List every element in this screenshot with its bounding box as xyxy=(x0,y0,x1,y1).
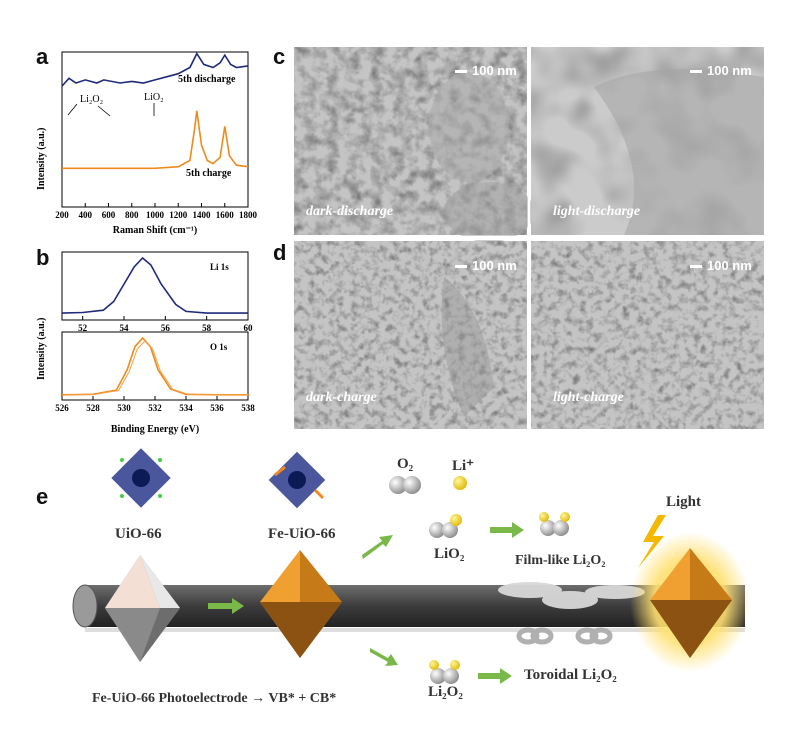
sem-label-dark-discharge: dark-discharge xyxy=(306,204,394,219)
sem-label-light-charge: light-charge xyxy=(553,390,624,405)
label-li2o2: Li₂O₂ xyxy=(428,684,463,700)
sem-c-dark-discharge xyxy=(294,47,534,242)
xps-li-tick-label: 56 xyxy=(161,323,171,333)
sem-d-left-scalebar: 100 nm xyxy=(455,258,517,273)
label-fe-uio66: Fe-UiO-66 xyxy=(268,526,336,542)
raman-series-charge xyxy=(62,110,249,170)
xps-li-tick-label: 52 xyxy=(78,323,88,333)
panel-label-a: a xyxy=(36,44,49,69)
xps-o-label: O 1s xyxy=(210,342,228,352)
raman-arrow-1 xyxy=(67,103,78,116)
xps-li-tick-label: 60 xyxy=(244,323,254,333)
scheme-diagram xyxy=(72,448,750,684)
xps-li-label: Li 1s xyxy=(210,262,229,272)
label-li-plus: Li⁺ xyxy=(452,458,475,474)
xps-li-tick-label: 58 xyxy=(202,323,212,333)
li-ion xyxy=(453,476,467,490)
label-o2: O₂ xyxy=(397,456,414,472)
xps-series-li xyxy=(61,256,248,314)
toroidal-li2o2-particles xyxy=(516,627,613,645)
xps-chart: 52 54 56 58 60 526 528 530 532 534 536 538 Li 1s O … xyxy=(36,251,255,435)
scale-bar-label: 100 nm xyxy=(472,258,517,273)
label-light: Light xyxy=(666,494,702,510)
lio2-molecule xyxy=(429,514,462,538)
fe-uio66-octahedron xyxy=(260,550,342,658)
sem-d-light-charge xyxy=(531,241,764,429)
xps-xlabel: Binding Energy (eV) xyxy=(111,424,199,435)
scale-bar-line xyxy=(690,265,702,269)
uio66-structure-icon xyxy=(111,448,171,508)
sem-label-light-discharge: light-discharge xyxy=(553,204,641,219)
panel-label-d: d xyxy=(273,240,287,265)
raman-chart: 200 400 600 800 1000 1200 1400 1600 1800 Intensi… xyxy=(36,51,258,236)
raman-tick-label: 400 xyxy=(79,210,93,220)
scale-bar-line xyxy=(455,70,467,74)
xps-o-tick-label: 536 xyxy=(210,403,224,413)
fe-uio66-structure-icon xyxy=(268,451,326,509)
scale-bar-label: 100 nm xyxy=(472,63,517,78)
label-uio66: UiO-66 xyxy=(115,526,162,542)
xps-o-tick-label: 526 xyxy=(55,403,69,413)
xps-li-tick-label: 54 xyxy=(120,323,130,333)
raman-tick-label: 1200 xyxy=(169,210,188,220)
sem-d-right-scalebar: 100 nm xyxy=(690,258,752,273)
label-lio2: LiO₂ xyxy=(434,546,465,562)
raman-annot-li2o2: Li₂O₂ xyxy=(80,94,103,105)
raman-arrow-2 xyxy=(97,105,111,117)
xps-o-tick-label: 532 xyxy=(148,403,162,413)
raman-tick-label: 1400 xyxy=(193,210,212,220)
film-li2o2-molecule xyxy=(539,512,570,536)
sem-grid xyxy=(294,47,764,429)
raman-annot-lio2: LiO₂ xyxy=(144,92,164,103)
illuminated-octahedron xyxy=(630,532,750,672)
sem-c-light-discharge xyxy=(531,47,764,235)
uio66-octahedron xyxy=(105,555,180,662)
lightning-bolt-icon xyxy=(638,515,666,568)
panel-label-e: e xyxy=(36,484,49,509)
o2-molecule xyxy=(389,476,421,494)
scale-bar-line xyxy=(690,70,702,74)
xps-li-frame xyxy=(61,251,249,321)
process-arrows xyxy=(208,522,524,684)
xps-ylabel: Intensity (a.u.) xyxy=(36,317,47,380)
raman-tick-label: 1600 xyxy=(216,210,235,220)
raman-tick-label: 200 xyxy=(55,210,69,220)
raman-annot-charge: 5th charge xyxy=(186,168,232,179)
label-film-li2o2: Film-like Li₂O₂ xyxy=(515,553,606,568)
raman-annot-discharge: 5th discharge xyxy=(178,74,236,85)
raman-tick-label: 800 xyxy=(125,210,139,220)
sem-d-dark-charge xyxy=(294,241,527,429)
li2o2-molecule xyxy=(429,660,460,684)
raman-xlabel: Raman Shift (cm⁻¹) xyxy=(113,225,197,236)
sem-c-right-scalebar: 100 nm xyxy=(690,63,752,78)
xps-o-tick-label: 530 xyxy=(117,403,131,413)
panel-label-c: c xyxy=(273,44,286,69)
raman-series-discharge xyxy=(61,51,249,87)
raman-tick-label: 600 xyxy=(102,210,116,220)
film-like-deposits xyxy=(498,582,645,609)
scale-bar-line xyxy=(455,265,467,269)
scale-bar-label: 100 nm xyxy=(707,63,752,78)
label-photoelectrode: Fe-UiO-66 Photoelectrode → VB* + CB* xyxy=(92,691,337,706)
raman-tick-label: 1800 xyxy=(239,210,258,220)
xps-o-tick-label: 534 xyxy=(179,403,193,413)
sem-c-left-scalebar: 100 nm xyxy=(455,63,517,78)
panel-label-b: b xyxy=(36,245,50,270)
xps-series-o-fit xyxy=(64,340,251,396)
raman-tick-label: 1000 xyxy=(146,210,165,220)
scale-bar-label: 100 nm xyxy=(707,258,752,273)
raman-ylabel: Intensity (a.u.) xyxy=(36,127,47,190)
sem-label-dark-charge: dark-charge xyxy=(306,390,377,405)
label-toroidal-li2o2: Toroidal Li₂O₂ xyxy=(524,667,617,683)
xps-o-tick-label: 528 xyxy=(86,403,100,413)
xps-o-tick-label: 538 xyxy=(241,403,255,413)
